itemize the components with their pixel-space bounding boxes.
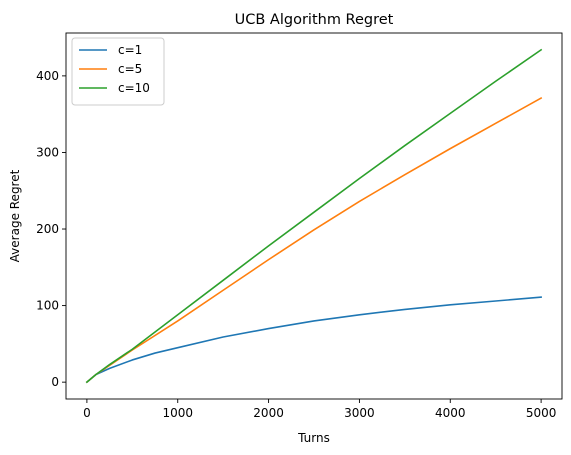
legend-label: c=5 — [118, 62, 142, 76]
y-tick-label: 100 — [36, 299, 59, 313]
x-axis-ticks: 0 1000 2000 3000 4000 5000 — [83, 399, 556, 420]
plot-area — [65, 32, 563, 400]
x-tick-label: 2000 — [253, 406, 284, 420]
x-tick-label: 0 — [83, 406, 91, 420]
legend-label: c=10 — [118, 81, 150, 95]
y-tick-label: 200 — [36, 222, 59, 236]
series-line-c-1 — [85, 296, 542, 384]
y-axis-ticks: 0 100 200 300 400 — [36, 69, 66, 389]
x-axis-label: Turns — [297, 431, 330, 445]
plot-frame — [65, 32, 563, 400]
y-tick-label: 400 — [36, 69, 59, 83]
legend-label: c=1 — [118, 43, 142, 57]
x-tick-label: 4000 — [435, 406, 466, 420]
series-line-c-5 — [85, 96, 543, 384]
series-line-c-10 — [85, 48, 543, 384]
x-tick-label: 1000 — [162, 406, 193, 420]
chart-title: UCB Algorithm Regret — [235, 12, 394, 28]
legend: c=1 c=5 c=10 — [71, 37, 165, 106]
y-tick-label: 300 — [36, 145, 59, 159]
y-tick-label: 0 — [51, 375, 59, 389]
x-tick-label: 3000 — [344, 406, 375, 420]
x-tick-label: 5000 — [526, 406, 557, 420]
y-axis-label: Average Regret — [8, 169, 22, 262]
